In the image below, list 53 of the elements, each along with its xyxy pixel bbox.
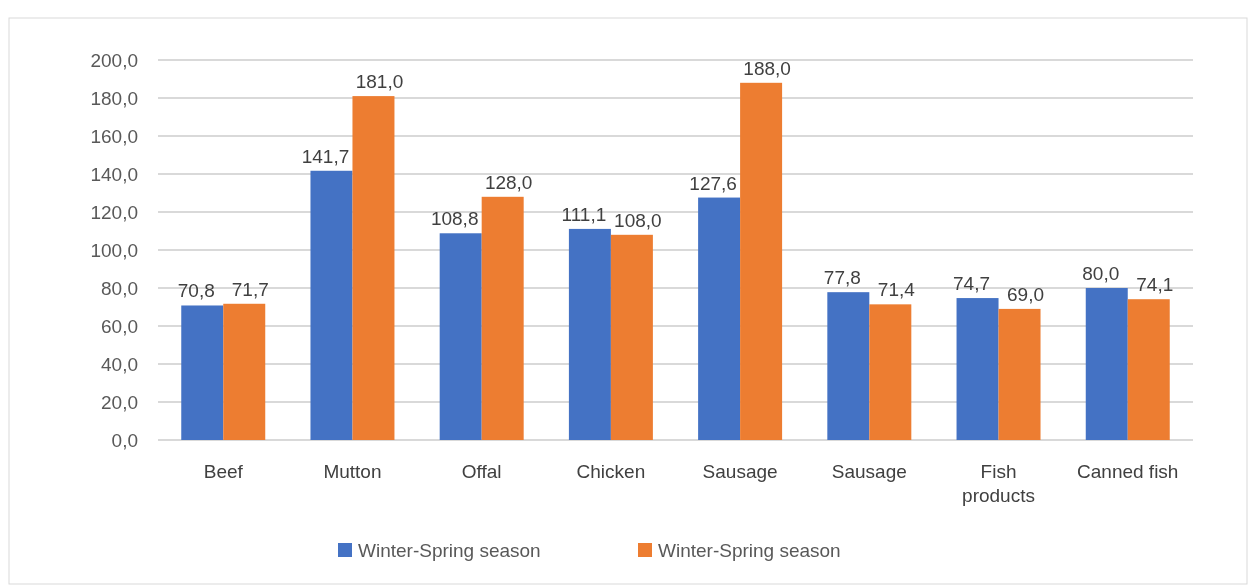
- bar: [352, 96, 395, 440]
- bar: [698, 197, 741, 440]
- bar: [568, 228, 611, 440]
- bar: [956, 298, 999, 440]
- bar: [869, 304, 912, 440]
- x-tick-label: Beef: [203, 461, 244, 482]
- data-label: 70,8: [177, 280, 215, 302]
- bar: [223, 303, 266, 440]
- data-label: 74,7: [953, 273, 991, 295]
- data-label: 80,0: [1082, 263, 1120, 284]
- data-label: 71,4: [877, 279, 916, 301]
- y-tick-label: 60,0: [101, 315, 138, 337]
- y-tick-label: 0,0: [111, 429, 138, 451]
- data-label: 71,7: [231, 278, 269, 300]
- y-tick-label: 100,0: [90, 239, 138, 261]
- data-label: 188,0: [743, 57, 791, 79]
- x-tick-label: Sausage: [702, 461, 778, 482]
- bar: [1127, 299, 1170, 440]
- x-tick-label: Canned fish: [1077, 461, 1179, 482]
- y-tick-label: 80,0: [101, 277, 138, 299]
- bar: [310, 170, 353, 440]
- x-tick-label: Mutton: [323, 461, 382, 482]
- bar: [481, 196, 524, 440]
- bar: [439, 233, 482, 440]
- x-tick-label: Sausage: [831, 461, 907, 482]
- y-tick-label: 40,0: [101, 353, 138, 375]
- x-tick-label: Offal: [461, 461, 502, 482]
- data-label: 181,0: [355, 71, 404, 93]
- y-tick-label: 140,0: [90, 163, 138, 185]
- x-tick-label: Fish products: [962, 461, 1035, 506]
- y-tick-label: 20,0: [101, 391, 138, 413]
- data-label: 69,0: [1007, 283, 1045, 305]
- x-tick-label: Chicken: [576, 461, 646, 482]
- data-label: 141,7: [301, 145, 350, 167]
- data-label: 128,0: [484, 171, 533, 193]
- data-label: 111,1: [561, 203, 607, 225]
- bar: [1085, 288, 1128, 440]
- legend-label: Winter-Spring season: [658, 539, 841, 561]
- bar: [827, 292, 870, 440]
- data-label: 74,1: [1136, 274, 1174, 296]
- data-label: 108,8: [430, 208, 479, 230]
- y-tick-label: 120,0: [90, 201, 138, 223]
- bar: [740, 82, 783, 440]
- data-label: 127,6: [689, 172, 737, 194]
- data-label: 108,0: [614, 209, 662, 231]
- bar: [181, 305, 224, 440]
- y-tick-label: 180,0: [90, 87, 138, 109]
- bar: [610, 234, 653, 440]
- y-tick-label: 160,0: [90, 125, 138, 147]
- legend-label: Winter-Spring season: [358, 539, 541, 561]
- data-label: 77,8: [823, 267, 861, 289]
- bar: [998, 308, 1041, 440]
- y-tick-label: 200,0: [90, 49, 138, 71]
